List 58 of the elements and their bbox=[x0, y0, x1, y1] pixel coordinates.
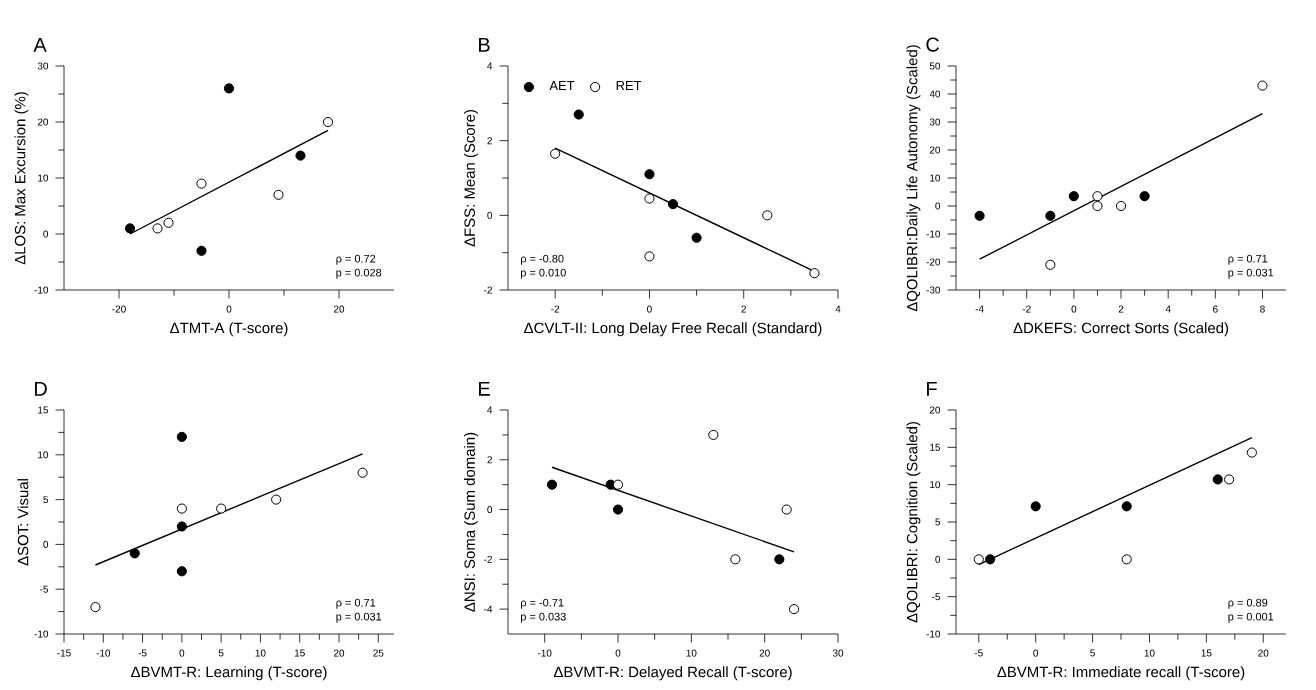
point bbox=[176, 431, 187, 442]
point bbox=[612, 479, 624, 490]
chart-title: C bbox=[926, 37, 940, 52]
point bbox=[1092, 200, 1103, 212]
point bbox=[644, 193, 655, 204]
point bbox=[176, 521, 187, 532]
point bbox=[196, 245, 207, 256]
point bbox=[1212, 474, 1223, 485]
point bbox=[216, 503, 227, 514]
point bbox=[644, 169, 655, 180]
point bbox=[781, 504, 792, 515]
point bbox=[667, 199, 679, 210]
point bbox=[550, 148, 561, 159]
point bbox=[1030, 501, 1041, 512]
point bbox=[271, 494, 282, 505]
point bbox=[129, 548, 140, 559]
point bbox=[1246, 447, 1257, 458]
point bbox=[196, 178, 207, 189]
point bbox=[974, 210, 985, 221]
point bbox=[1092, 191, 1103, 202]
point bbox=[1045, 210, 1056, 221]
point bbox=[644, 251, 655, 262]
point bbox=[612, 504, 624, 515]
point bbox=[985, 554, 996, 565]
chart-title: F bbox=[927, 381, 937, 396]
point bbox=[1224, 474, 1235, 485]
chart-title: D bbox=[35, 381, 47, 396]
point bbox=[1121, 554, 1132, 565]
point bbox=[1139, 191, 1150, 202]
point bbox=[1257, 80, 1268, 91]
chart-title: A bbox=[33, 37, 47, 52]
chart-title: E bbox=[479, 381, 490, 396]
point bbox=[152, 223, 163, 234]
point bbox=[774, 554, 785, 565]
point bbox=[1068, 191, 1079, 202]
point bbox=[1115, 200, 1127, 212]
point bbox=[273, 189, 284, 200]
point bbox=[546, 479, 558, 490]
point bbox=[573, 109, 584, 120]
point bbox=[176, 503, 187, 514]
point bbox=[357, 467, 368, 478]
point bbox=[809, 268, 820, 279]
chart-title: B bbox=[479, 37, 490, 52]
point bbox=[973, 554, 984, 565]
point bbox=[1121, 501, 1132, 512]
point bbox=[322, 116, 334, 128]
point bbox=[163, 217, 174, 228]
point bbox=[762, 210, 773, 221]
point bbox=[708, 429, 719, 440]
point bbox=[295, 150, 306, 161]
point bbox=[691, 232, 702, 243]
point bbox=[788, 604, 800, 615]
point bbox=[176, 566, 187, 577]
point bbox=[90, 602, 101, 613]
point bbox=[730, 554, 741, 565]
point bbox=[223, 83, 235, 94]
point bbox=[124, 223, 136, 234]
point bbox=[1045, 259, 1056, 270]
